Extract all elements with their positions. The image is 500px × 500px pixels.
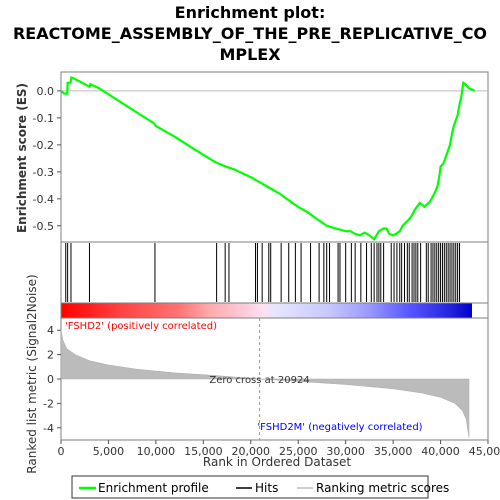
es-y-tick-label: -0.1 [33,112,54,125]
es-y-tick-label: -0.5 [33,220,54,233]
metric-panel: 4 2 0 -2 -4 Zero cross at 20924 'FSHD2' (pos… [25,274,489,474]
es-y-tick-label: -0.3 [33,166,54,179]
metric-y-tick-label: 0 [47,373,54,386]
legend-frame [71,475,429,499]
ranking-metric-area [60,330,470,438]
x-tick-label: 15,000 [184,445,223,458]
legend: Enrichment profile Hits Ranking metric s… [71,475,449,499]
metric-y-tick-label: 4 [47,324,54,337]
x-tick-label: 45,000 [469,445,500,458]
metric-y-tick-label: -4 [43,422,54,435]
legend-enrichment-label: Enrichment profile [98,481,209,495]
positive-correlated-label: 'FSHD2' (positively correlated) [65,321,217,332]
es-panel: 0.0 -0.1 -0.2 -0.3 -0.4 -0.5 Enrichment score… [15,71,489,243]
x-tick-label: 35,000 [374,445,413,458]
x-tick-label: 0 [58,445,65,458]
x-tick-label: 10,000 [137,445,176,458]
x-tick-label: 25,000 [279,445,318,458]
legend-ranking-label: Ranking metric scores [316,481,449,495]
es-y-tick-label: -0.2 [33,139,54,152]
es-y-tick-label: -0.4 [33,193,54,206]
x-axis: 0 5,000 10,000 15,000 20,000 25,000 30,000 35,0… [58,440,500,458]
x-tick-label: 20,000 [232,445,271,458]
metric-y-axis-label: Ranked list metric (Signal2Noise) [25,274,39,473]
x-tick-label: 40,000 [421,445,460,458]
es-y-tick-label: 0.0 [37,85,55,98]
es-y-axis-label: Enrichment score (ES) [15,83,29,233]
zero-cross-label: Zero cross at 20924 [209,375,309,386]
chart-title-line-3: MPLEX [219,45,281,64]
hits-panel-frame [60,241,489,304]
chart-title-line-2: REACTOME_ASSEMBLY_OF_THE_PRE_REPLICATIVE… [13,24,487,43]
metric-y-tick-label: -2 [43,397,54,410]
enrichment-profile-line [60,75,476,241]
rank-color-bar [61,303,472,318]
es-panel-frame [60,71,489,243]
x-tick-label: 30,000 [326,445,365,458]
chart-title-line-1: Enrichment plot: [175,3,326,22]
x-tick-label: 5,000 [93,445,125,458]
metric-y-tick-label: 2 [47,349,54,362]
hits-panel [60,241,489,319]
x-axis-label: Rank in Ordered Dataset [203,455,351,469]
legend-hits-label: Hits [255,481,278,495]
negative-correlated-label: 'FSHD2M' (negatively correlated) [257,422,422,433]
